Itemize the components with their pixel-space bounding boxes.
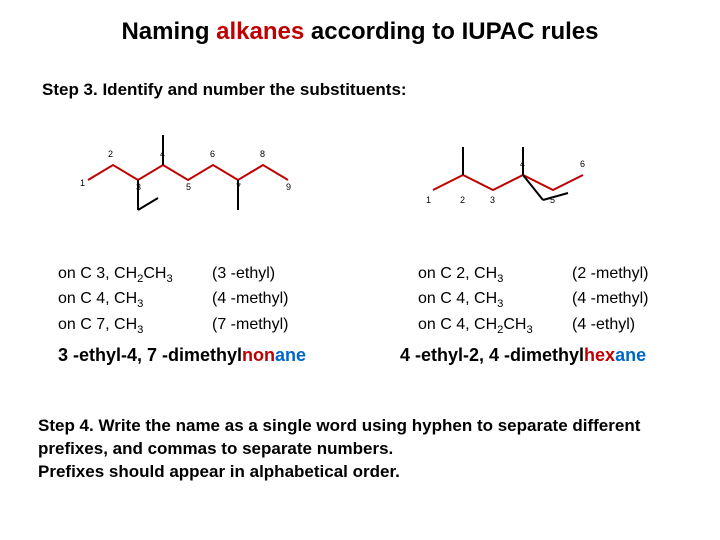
svg-text:6: 6 xyxy=(210,149,215,159)
title-part1: Naming xyxy=(121,18,216,45)
substituent-position: on C 4, CH2CH3 xyxy=(418,313,558,338)
name-left-root: non xyxy=(242,345,275,365)
substituent-row: on C 4, CH3 (4 -methyl) xyxy=(418,287,648,312)
substituent-group: (4 -methyl) xyxy=(212,287,288,312)
page-title: Naming alkanes according to IUPAC rules xyxy=(0,18,720,46)
substituent-group: (2 -methyl) xyxy=(572,262,648,287)
svg-text:6: 6 xyxy=(580,159,585,169)
name-left-prefix: 3 -ethyl-4, 7 -dimethyl xyxy=(58,345,242,365)
title-part2: according to IUPAC rules xyxy=(304,18,598,45)
compound-name-right: 4 -ethyl-2, 4 -dimethylhexane xyxy=(400,345,646,366)
svg-text:9: 9 xyxy=(286,182,291,192)
name-right-prefix: 4 -ethyl-2, 4 -dimethyl xyxy=(400,345,584,365)
substituent-position: on C 4, CH3 xyxy=(58,287,198,312)
svg-text:3: 3 xyxy=(490,195,495,205)
svg-text:2: 2 xyxy=(108,149,113,159)
svg-text:5: 5 xyxy=(550,195,555,205)
substituent-row: on C 2, CH3 (2 -methyl) xyxy=(418,262,648,287)
substituent-group: (7 -methyl) xyxy=(212,313,288,338)
title-alkanes: alkanes xyxy=(216,18,304,45)
step3-heading: Step 3. Identify and number the substitu… xyxy=(42,80,407,100)
substituent-row: on C 7, CH3 (7 -methyl) xyxy=(58,313,288,338)
diagram-left: 1 2 3 4 5 6 7 8 9 xyxy=(78,120,308,225)
svg-text:1: 1 xyxy=(80,178,85,188)
substituent-group: (3 -ethyl) xyxy=(212,262,275,287)
substituent-list-right: on C 2, CH3 (2 -methyl) on C 4, CH3 (4 -met… xyxy=(418,262,648,338)
svg-text:7: 7 xyxy=(236,182,241,192)
step4-line3: Prefixes should appear in alphabetical o… xyxy=(38,461,688,484)
step4-text: Step 4. Write the name as a single word … xyxy=(38,415,688,484)
svg-text:2: 2 xyxy=(460,195,465,205)
diagram-right: 1 2 3 4 5 6 xyxy=(418,135,618,230)
compound-name-left: 3 -ethyl-4, 7 -dimethylnonane xyxy=(58,345,306,366)
substituent-group: (4 -methyl) xyxy=(572,287,648,312)
substituent-list-left: on C 3, CH2CH3 (3 -ethyl) on C 4, CH3 (4 -m… xyxy=(58,262,288,338)
substituent-position: on C 4, CH3 xyxy=(418,287,558,312)
step4-line2: prefixes, and commas to separate numbers… xyxy=(38,438,688,461)
svg-text:1: 1 xyxy=(426,195,431,205)
substituent-row: on C 4, CH2CH3 (4 -ethyl) xyxy=(418,313,648,338)
name-right-suffix: ane xyxy=(615,345,646,365)
svg-text:4: 4 xyxy=(160,149,165,159)
substituent-position: on C 7, CH3 xyxy=(58,313,198,338)
svg-text:3: 3 xyxy=(136,182,141,192)
substituent-row: on C 3, CH2CH3 (3 -ethyl) xyxy=(58,262,288,287)
svg-text:8: 8 xyxy=(260,149,265,159)
substituent-row: on C 4, CH3 (4 -methyl) xyxy=(58,287,288,312)
step4-line1: Step 4. Write the name as a single word … xyxy=(38,415,688,438)
substituent-position: on C 3, CH2CH3 xyxy=(58,262,198,287)
name-left-suffix: ane xyxy=(275,345,306,365)
name-right-root: hex xyxy=(584,345,615,365)
substituent-position: on C 2, CH3 xyxy=(418,262,558,287)
substituent-group: (4 -ethyl) xyxy=(572,313,635,338)
svg-text:4: 4 xyxy=(520,159,525,169)
svg-text:5: 5 xyxy=(186,182,191,192)
